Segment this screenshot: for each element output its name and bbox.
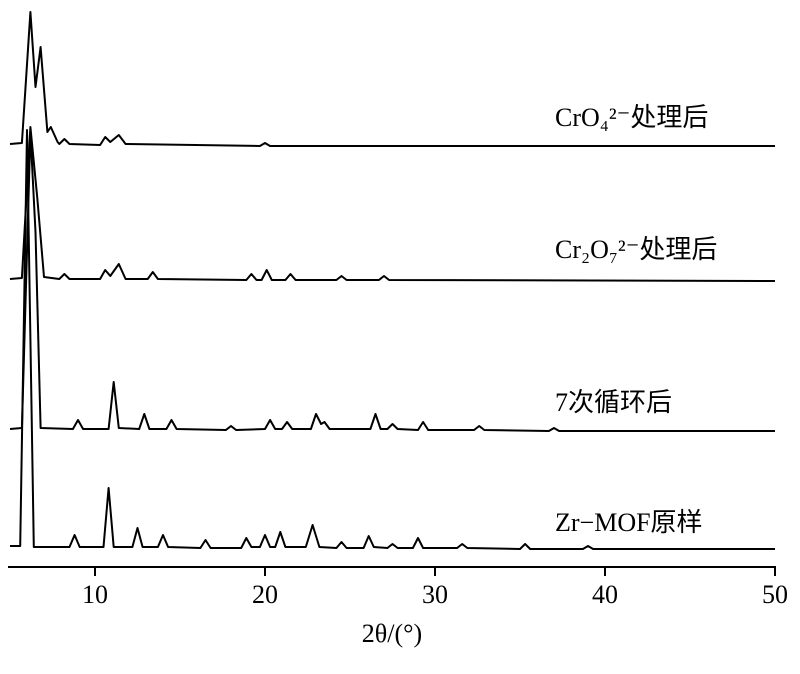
pattern-line — [9, 126, 776, 282]
series-label: CrO₄²⁻处理后 — [555, 103, 708, 132]
series-label: 7次循环后 — [555, 388, 672, 417]
x-tick-label: 40 — [592, 580, 618, 609]
pattern-line — [9, 131, 775, 432]
x-tick-label: 20 — [252, 580, 278, 609]
x-axis-title: 2θ/(°) — [362, 619, 422, 648]
x-tick-label: 50 — [762, 580, 788, 609]
pattern-line — [10, 129, 775, 550]
series-label: Zr−MOF原样 — [555, 508, 703, 537]
x-tick-label: 30 — [422, 580, 448, 609]
pattern-line — [9, 11, 775, 147]
series-label: Cr₂O₇²⁻处理后 — [555, 235, 717, 264]
x-tick-label: 10 — [82, 580, 108, 609]
